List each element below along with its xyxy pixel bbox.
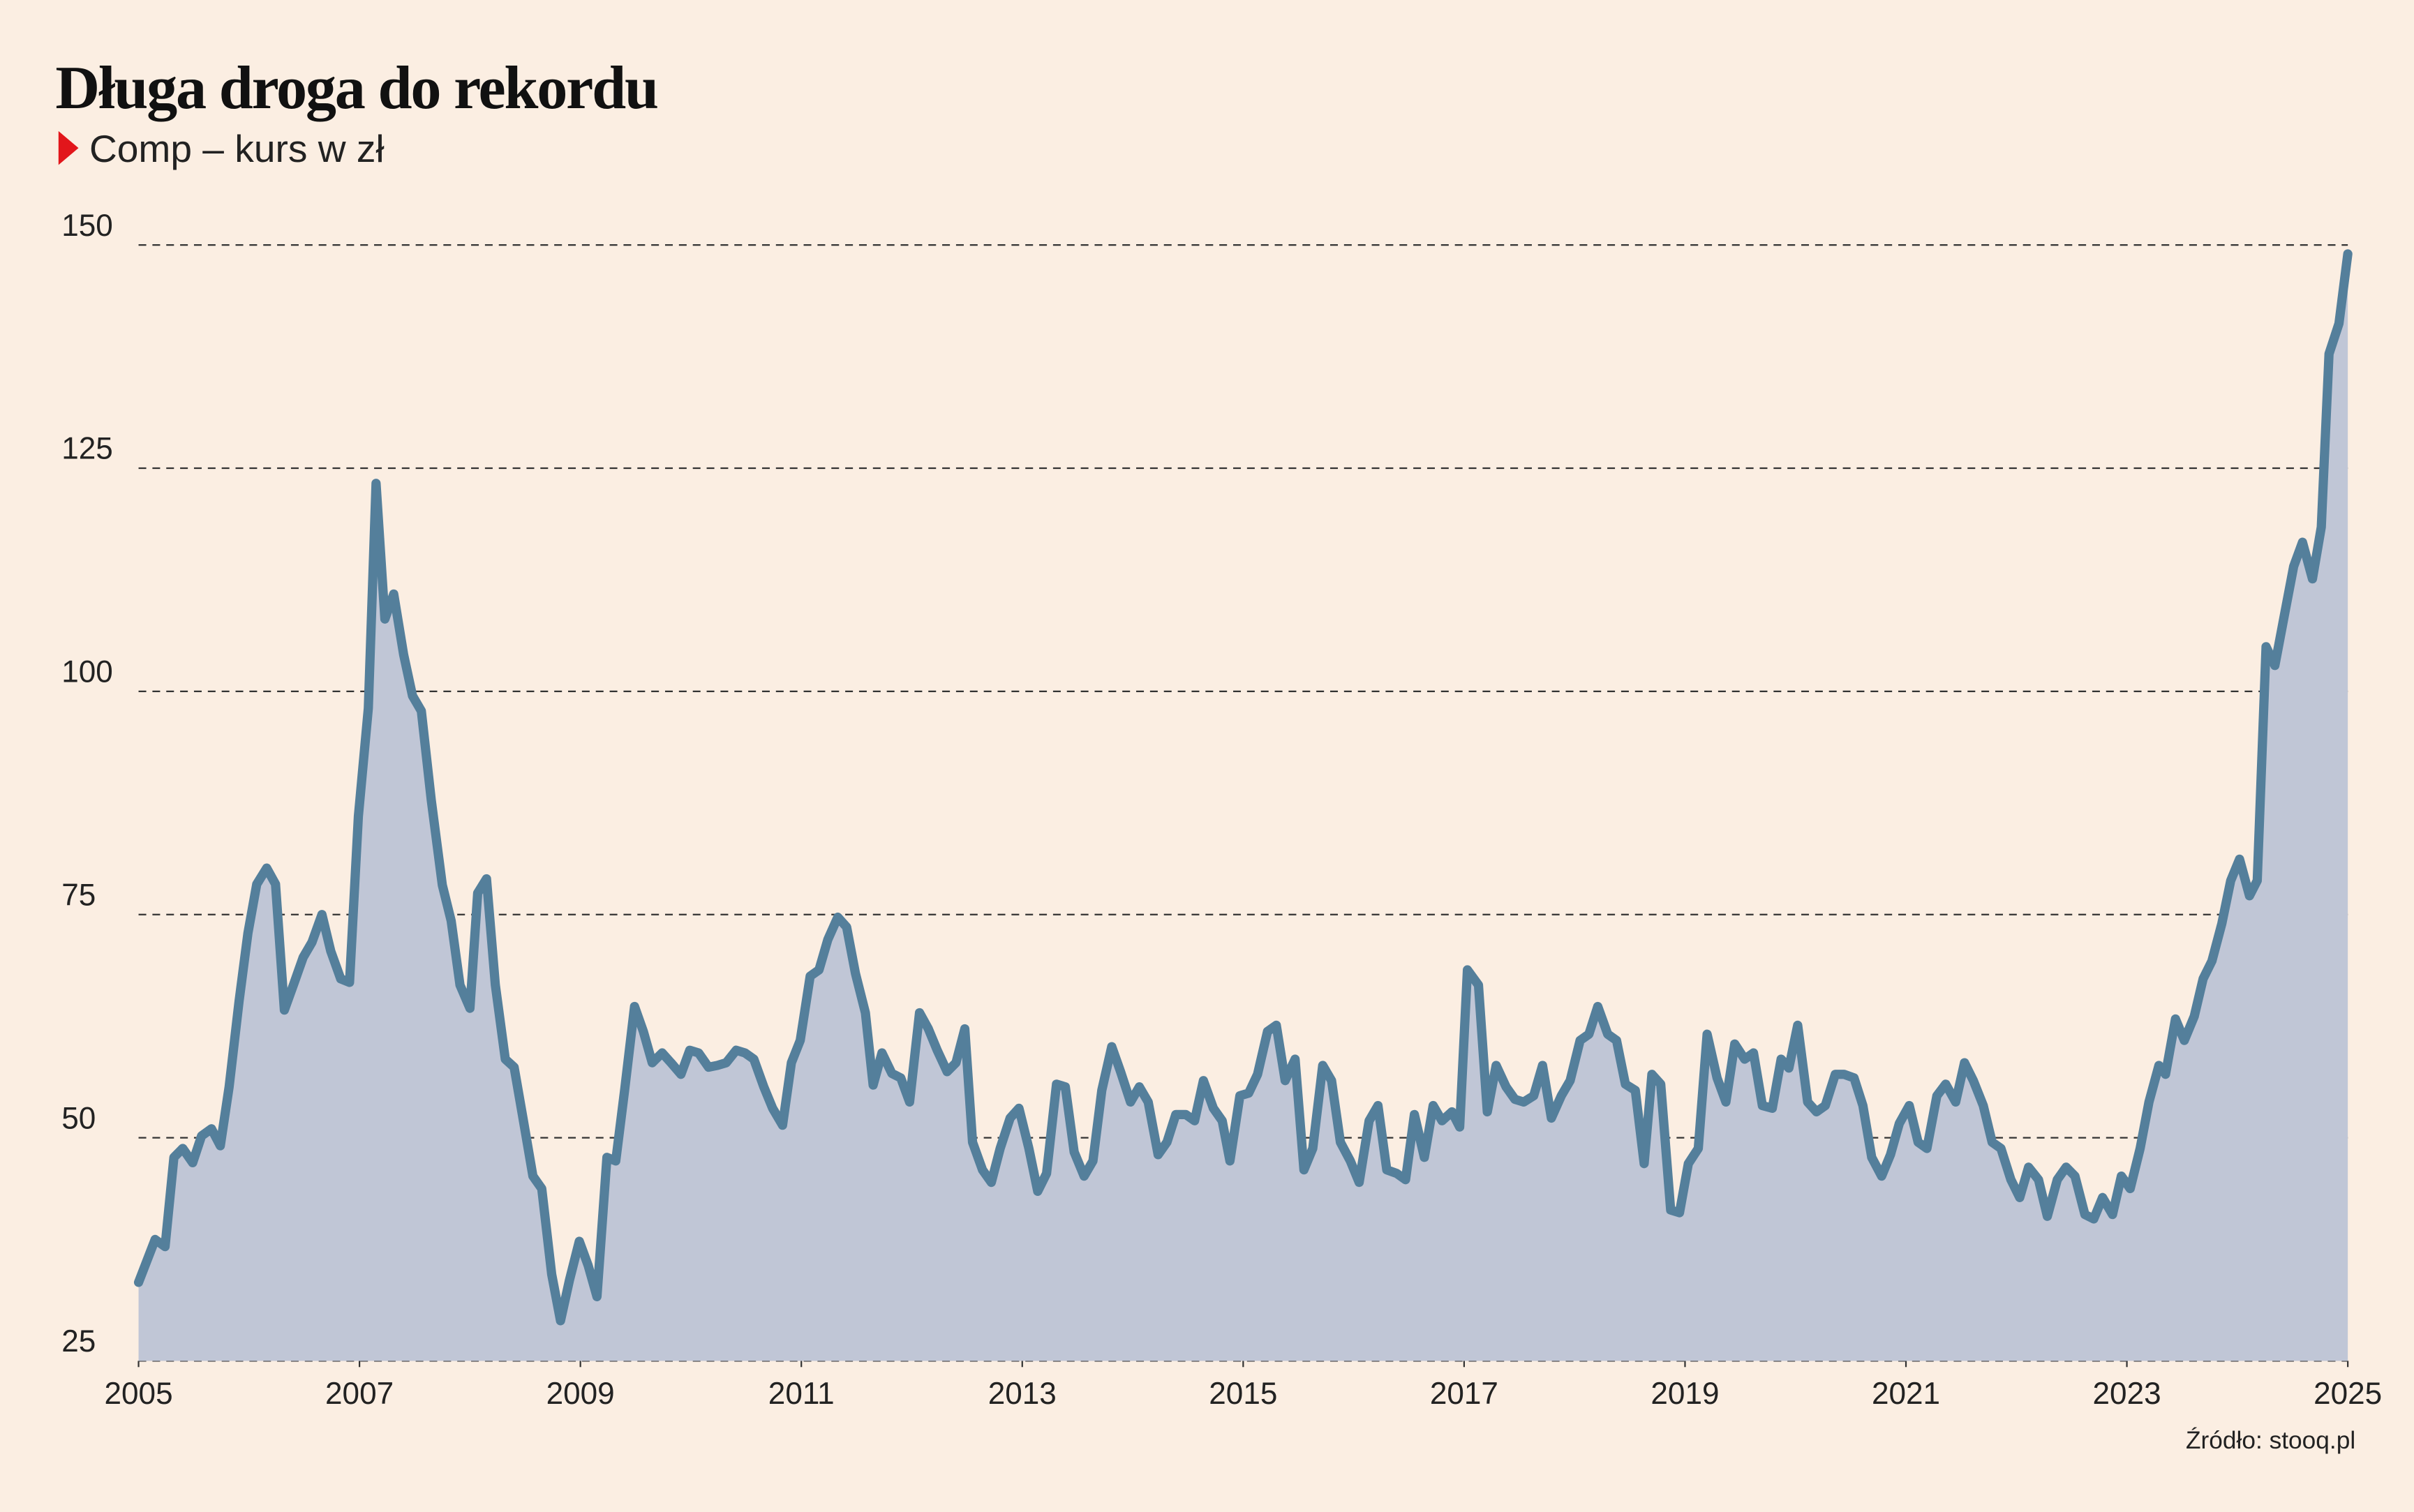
x-tick-label: 2005 xyxy=(104,1377,172,1411)
chart-subtitle: Comp – kurs w zł xyxy=(89,127,385,170)
y-tick-label: 125 xyxy=(61,432,113,466)
series-line xyxy=(133,249,2353,1326)
x-tick-label: 2021 xyxy=(1872,1377,1940,1411)
x-tick-label: 2017 xyxy=(1430,1377,1498,1411)
x-tick-label: 2019 xyxy=(1651,1377,1719,1411)
x-tick-label: 2015 xyxy=(1209,1377,1277,1411)
x-tick-label: 2009 xyxy=(546,1377,615,1411)
x-tick-label: 2007 xyxy=(325,1377,394,1411)
y-tick-label: 75 xyxy=(61,878,96,912)
area-fill xyxy=(138,253,2348,1361)
legend-marker xyxy=(58,130,79,165)
x-tick-label: 2023 xyxy=(2093,1377,2161,1411)
y-tick-label: 25 xyxy=(61,1324,96,1358)
chart-title: Długa droga do rekordu xyxy=(55,54,657,122)
source: Źródło: stooq.pl xyxy=(2186,1427,2355,1454)
y-tick-label: 100 xyxy=(61,655,113,689)
x-tick-label: 2025 xyxy=(2314,1377,2382,1411)
y-tick-label: 50 xyxy=(61,1101,96,1135)
x-tick-label: 2011 xyxy=(768,1377,835,1411)
y-tick-label: 150 xyxy=(61,209,113,243)
x-tick-label: 2013 xyxy=(988,1377,1057,1411)
